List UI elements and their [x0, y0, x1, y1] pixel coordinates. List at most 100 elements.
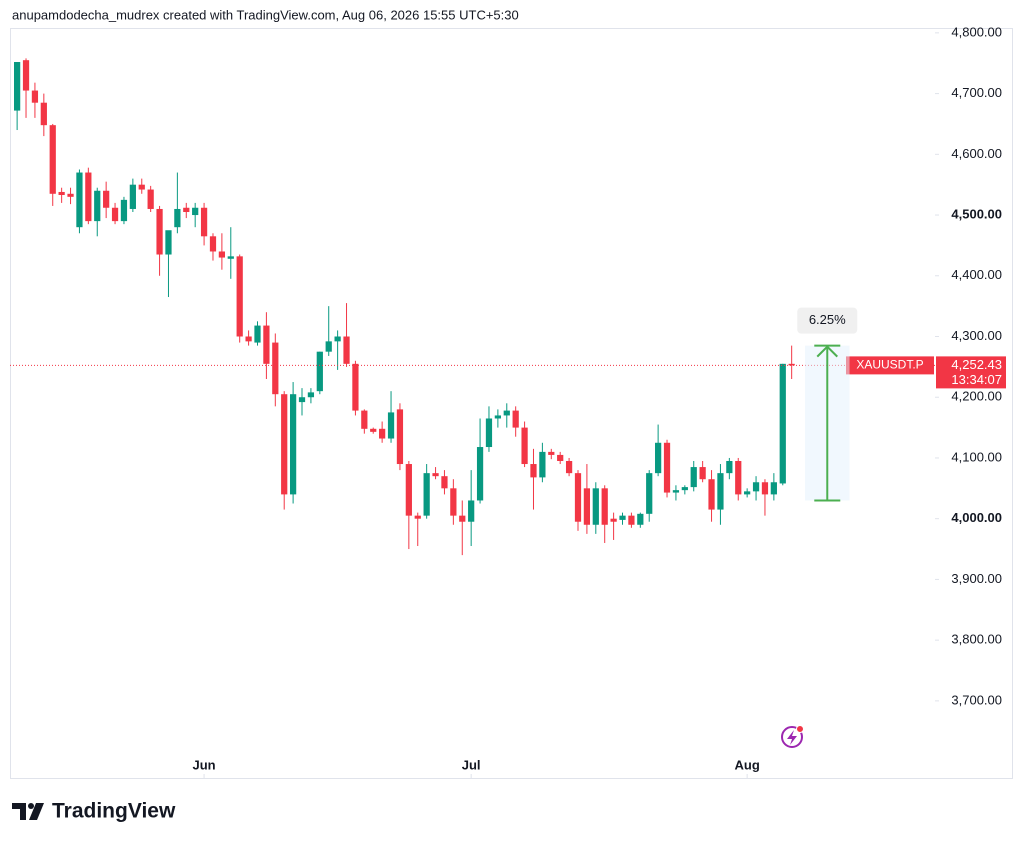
candle-body [681, 487, 688, 491]
y-tick-label: 3,700.00 [951, 692, 1002, 707]
candle-body [165, 230, 172, 255]
footer-logo: TradingView [12, 800, 176, 823]
y-tick-label: 4,100.00 [951, 449, 1002, 464]
candle-body [708, 479, 715, 510]
candle-body [752, 482, 760, 492]
candle-body [343, 336, 350, 364]
candle-body [726, 460, 733, 474]
candle-body [574, 473, 582, 522]
candle-body [459, 515, 466, 522]
candle-body [245, 336, 252, 342]
candle-body [192, 207, 199, 216]
candle-body [156, 208, 163, 255]
candle-body [334, 336, 341, 342]
y-tick-label: 4,700.00 [951, 85, 1002, 100]
candle-body [272, 342, 279, 395]
candle-body [129, 184, 136, 209]
candle-body [610, 518, 617, 522]
candle-body [85, 172, 92, 222]
y-tick-label: 4,600.00 [951, 146, 1002, 161]
candle-body [31, 90, 39, 103]
candle-body [432, 473, 439, 477]
candle-body [76, 172, 83, 228]
candle-body [22, 60, 30, 91]
candle-body [601, 488, 608, 525]
candle-body [476, 447, 484, 501]
candle-body [672, 490, 680, 493]
candle-body [592, 488, 599, 525]
candle-body [690, 467, 697, 488]
y-tick-label: 4,200.00 [951, 389, 1002, 404]
candle-body [379, 428, 386, 439]
candle-body [646, 473, 653, 514]
candle-body [147, 189, 154, 209]
candle-body [530, 464, 537, 478]
candle-body [307, 392, 315, 398]
candle-body [485, 418, 493, 448]
candle-body [655, 442, 662, 474]
symbol-badge [846, 356, 934, 375]
lightning-icon [781, 725, 804, 748]
candle-body [539, 451, 546, 478]
y-tick-label: 3,800.00 [951, 632, 1002, 647]
candle-body [779, 363, 786, 484]
last-price-label: 4,252.43 [951, 357, 1002, 372]
candle-body [218, 251, 226, 258]
candle-body [450, 488, 457, 516]
candle-body [263, 325, 270, 364]
candle-body [699, 467, 706, 480]
candle-body [414, 515, 421, 519]
candle-body [512, 410, 519, 428]
candle-body [396, 409, 404, 465]
candle-body [361, 410, 368, 429]
candle-body [316, 351, 323, 392]
candle-body [557, 454, 564, 461]
candle-body [619, 515, 626, 520]
candle-body [735, 460, 742, 495]
header: anupamdodecha_mudrex created with Tradin… [12, 7, 519, 22]
y-tick-label: 3,900.00 [951, 571, 1002, 586]
candle-body [387, 412, 395, 439]
x-tick-label: Jun [193, 757, 216, 772]
candle-body [503, 410, 510, 416]
candle-body [717, 473, 724, 510]
symbol-label: XAUUSDT.P [856, 358, 923, 372]
candle-body [637, 513, 644, 525]
candle-body [209, 236, 217, 252]
countdown: 13:34:07 [951, 372, 1002, 387]
candle-body [111, 207, 119, 222]
candle-body [289, 394, 297, 495]
candle-body [120, 199, 128, 222]
y-tick-label: 4,400.00 [951, 267, 1002, 282]
candle-body [94, 190, 101, 222]
candle-body [744, 491, 751, 495]
candle-body [281, 394, 288, 495]
candle-body [521, 427, 528, 465]
price-badge [936, 356, 1006, 389]
candle-body [405, 464, 412, 516]
candle-body [14, 62, 21, 111]
candle-body [138, 184, 145, 190]
y-tick-label: 4,300.00 [951, 328, 1002, 343]
candle-body [67, 193, 74, 197]
candle-body [370, 428, 377, 432]
candle-body [183, 207, 190, 213]
candle-body [325, 341, 332, 352]
candle-body [548, 451, 555, 455]
candle-body [441, 476, 448, 489]
candle-body [770, 482, 777, 495]
measure-label: 6.25% [809, 312, 846, 327]
candle-body [174, 208, 181, 228]
candle-body [49, 125, 56, 194]
candle-body [254, 325, 261, 343]
x-tick-label: Aug [735, 757, 760, 772]
candle-body [40, 102, 47, 126]
candle-body [788, 363, 795, 366]
candle-body [103, 190, 110, 208]
candle-body [227, 256, 234, 259]
candle-body [663, 442, 671, 493]
x-tick-label: Jul [462, 757, 481, 772]
y-tick-label: 4,000.00 [951, 510, 1002, 525]
candle-body [58, 191, 65, 196]
candle-body [298, 397, 306, 403]
